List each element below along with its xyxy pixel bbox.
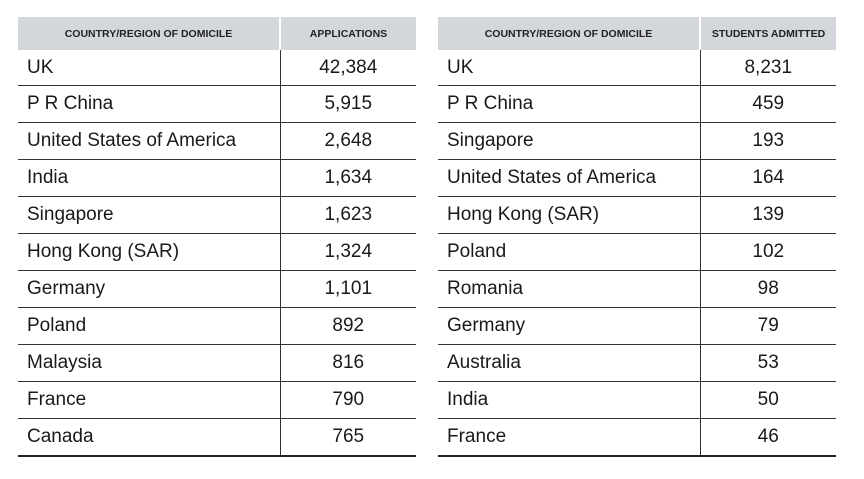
value-cell: 5,915 <box>280 85 416 123</box>
country-cell: Singapore <box>18 196 281 234</box>
table-row: Hong Kong (SAR) 1,324 <box>18 233 416 271</box>
value-cell: 816 <box>280 344 416 382</box>
table-row: India 50 <box>438 381 836 419</box>
table-row: Malaysia 816 <box>18 344 416 382</box>
value-cell: 1,623 <box>280 196 416 234</box>
country-cell: India <box>18 159 281 197</box>
table-row: Poland 892 <box>18 307 416 345</box>
country-cell: Hong Kong (SAR) <box>18 233 281 271</box>
table-row: Germany 1,101 <box>18 270 416 308</box>
value-cell: 1,634 <box>280 159 416 197</box>
country-cell: P R China <box>18 85 281 123</box>
table-row: UK 42,384 <box>18 50 416 86</box>
value-cell: 164 <box>700 159 836 197</box>
value-cell: 102 <box>700 233 836 271</box>
table-row: P R China 5,915 <box>18 85 416 123</box>
country-cell: India <box>438 381 701 419</box>
value-cell: 8,231 <box>700 50 836 86</box>
applications-column-header: APPLICATIONS <box>280 17 416 50</box>
value-cell: 1,101 <box>280 270 416 308</box>
country-cell: United States of America <box>438 159 701 197</box>
country-cell: Poland <box>438 233 701 271</box>
country-cell: UK <box>18 50 281 86</box>
table-header-row: COUNTRY/REGION OF DOMICILE STUDENTS ADMI… <box>438 17 836 50</box>
value-cell: 42,384 <box>280 50 416 86</box>
table-row: UK 8,231 <box>438 50 836 86</box>
applications-table: COUNTRY/REGION OF DOMICILE APPLICATIONS … <box>18 17 416 457</box>
value-cell: 790 <box>280 381 416 419</box>
value-cell: 459 <box>700 85 836 123</box>
country-cell: Canada <box>18 418 281 457</box>
country-cell: Hong Kong (SAR) <box>438 196 701 234</box>
students-admitted-column-header: STUDENTS ADMITTED <box>700 17 836 50</box>
country-cell: Australia <box>438 344 701 382</box>
value-cell: 193 <box>700 122 836 160</box>
table-header-row: COUNTRY/REGION OF DOMICILE APPLICATIONS <box>18 17 416 50</box>
country-cell: UK <box>438 50 701 86</box>
table-row: Germany 79 <box>438 307 836 345</box>
value-cell: 79 <box>700 307 836 345</box>
value-cell: 46 <box>700 418 836 457</box>
table-row: Australia 53 <box>438 344 836 382</box>
table-row: India 1,634 <box>18 159 416 197</box>
table-row: Singapore 1,623 <box>18 196 416 234</box>
country-cell: Germany <box>438 307 701 345</box>
table-row: P R China 459 <box>438 85 836 123</box>
table-row: France 790 <box>18 381 416 419</box>
country-column-header: COUNTRY/REGION OF DOMICILE <box>18 17 281 50</box>
students-admitted-table: COUNTRY/REGION OF DOMICILE STUDENTS ADMI… <box>438 17 836 457</box>
table-row: France 46 <box>438 418 836 457</box>
country-cell: Malaysia <box>18 344 281 382</box>
country-cell: France <box>438 418 701 457</box>
value-cell: 98 <box>700 270 836 308</box>
country-cell: Germany <box>18 270 281 308</box>
country-cell: United States of America <box>18 122 281 160</box>
table-row: Singapore 193 <box>438 122 836 160</box>
value-cell: 50 <box>700 381 836 419</box>
value-cell: 53 <box>700 344 836 382</box>
table-row: United States of America 2,648 <box>18 122 416 160</box>
value-cell: 1,324 <box>280 233 416 271</box>
table-row: United States of America 164 <box>438 159 836 197</box>
students-admitted-table-body: UK 8,231 P R China 459 Singapore 193 United St… <box>438 50 836 457</box>
country-cell: France <box>18 381 281 419</box>
value-cell: 765 <box>280 418 416 457</box>
applications-table-body: UK 42,384 P R China 5,915 United States of A… <box>18 50 416 457</box>
value-cell: 2,648 <box>280 122 416 160</box>
country-column-header: COUNTRY/REGION OF DOMICILE <box>438 17 701 50</box>
country-cell: Romania <box>438 270 701 308</box>
value-cell: 139 <box>700 196 836 234</box>
country-cell: P R China <box>438 85 701 123</box>
country-cell: Poland <box>18 307 281 345</box>
table-row: Canada 765 <box>18 418 416 457</box>
value-cell: 892 <box>280 307 416 345</box>
table-row: Hong Kong (SAR) 139 <box>438 196 836 234</box>
table-row: Poland 102 <box>438 233 836 271</box>
table-row: Romania 98 <box>438 270 836 308</box>
country-cell: Singapore <box>438 122 701 160</box>
